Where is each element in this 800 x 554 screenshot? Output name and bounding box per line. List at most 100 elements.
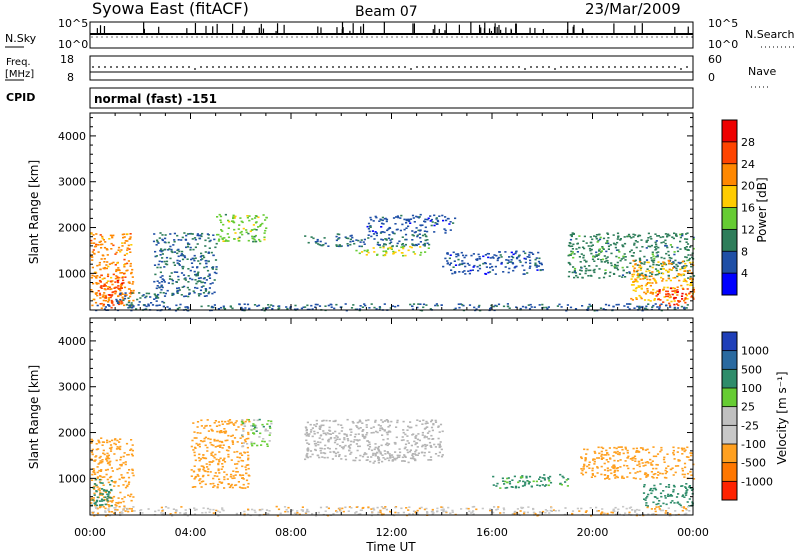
heatmap-cell xyxy=(200,286,203,288)
freq-point xyxy=(590,66,592,68)
heatmap-cell xyxy=(513,511,516,514)
heatmap-cell xyxy=(338,454,341,456)
heatmap-cell xyxy=(217,233,220,236)
heatmap-cell xyxy=(605,260,608,262)
heatmap-cell xyxy=(503,508,506,511)
heatmap-cell xyxy=(310,236,313,238)
heatmap-cell xyxy=(337,451,340,454)
heatmap-cell xyxy=(220,482,223,484)
heatmap-cell xyxy=(631,509,634,511)
heatmap-cell xyxy=(401,456,404,459)
heatmap-cell xyxy=(368,443,371,446)
heatmap-cell xyxy=(514,485,518,488)
heatmap-cell xyxy=(626,452,629,454)
heatmap-cell xyxy=(141,512,144,514)
heatmap-cell xyxy=(131,283,134,285)
heatmap-cell xyxy=(634,234,637,236)
freq-point xyxy=(584,66,586,68)
freq-point xyxy=(242,66,244,68)
heatmap-cell xyxy=(241,465,244,468)
heatmap-cell xyxy=(101,459,104,461)
heatmap-cell xyxy=(621,266,624,269)
heatmap-cell xyxy=(440,455,444,458)
heatmap-cell xyxy=(311,435,314,438)
heatmap-cell xyxy=(396,421,399,424)
heatmap-cell xyxy=(267,512,270,515)
heatmap-cell xyxy=(488,271,492,273)
heatmap-cell xyxy=(305,429,308,432)
heatmap-cell xyxy=(412,217,415,219)
heatmap-cell xyxy=(449,221,452,223)
heatmap-cell xyxy=(650,275,653,277)
heatmap-cell xyxy=(506,305,509,308)
heatmap-cell xyxy=(90,233,93,235)
heatmap-cell xyxy=(636,264,639,266)
heatmap-cell xyxy=(619,259,622,262)
nsearch-dot xyxy=(556,36,558,38)
heatmap-cell xyxy=(114,264,117,266)
heatmap-cell xyxy=(93,275,96,278)
heatmap-cell xyxy=(593,256,596,258)
heatmap-cell xyxy=(615,249,619,251)
heatmap-cell xyxy=(232,470,235,472)
heatmap-cell xyxy=(534,264,537,266)
heatmap-cell xyxy=(110,480,113,482)
heatmap-cell xyxy=(446,260,449,262)
heatmap-cell xyxy=(635,270,639,273)
nsearch-dot xyxy=(466,36,468,38)
heatmap-cell xyxy=(423,436,426,439)
heatmap-cell xyxy=(611,466,614,468)
heatmap-cell xyxy=(138,301,141,303)
heatmap-cell xyxy=(525,475,528,478)
nsearch-dot xyxy=(346,36,348,38)
heatmap-cell xyxy=(204,511,207,514)
heatmap-cell xyxy=(170,250,173,253)
heatmap-cell xyxy=(592,459,595,461)
heatmap-cell xyxy=(440,448,443,451)
freq-panel-frame xyxy=(89,55,694,81)
heatmap-cell xyxy=(202,292,206,294)
heatmap-cell xyxy=(656,290,659,292)
heatmap-cell xyxy=(580,472,583,474)
heatmap-cell xyxy=(131,292,134,294)
heatmap-cell xyxy=(545,306,548,309)
heatmap-cell xyxy=(195,273,198,276)
heatmap-cell xyxy=(580,456,583,458)
heatmap-cell xyxy=(603,261,606,263)
heatmap-cell xyxy=(180,294,183,296)
heatmap-cell xyxy=(650,257,653,259)
heatmap-cell xyxy=(198,294,201,297)
heatmap-cell xyxy=(609,458,612,460)
heatmap-cell xyxy=(196,234,199,237)
heatmap-cell xyxy=(684,266,687,268)
heatmap-cell xyxy=(667,259,670,262)
heatmap-cell xyxy=(652,501,655,504)
freq-point xyxy=(614,66,616,68)
heatmap-cell xyxy=(322,244,325,246)
heatmap-cell xyxy=(435,303,438,305)
heatmap-cell xyxy=(528,308,532,310)
heatmap-cell xyxy=(210,306,213,309)
heatmap-cell xyxy=(215,272,218,275)
freq-point xyxy=(176,66,178,68)
heatmap-cell xyxy=(259,225,262,227)
heatmap-cell xyxy=(560,483,563,486)
heatmap-cell xyxy=(386,457,389,459)
heatmap-cell xyxy=(413,231,416,234)
heatmap-cell xyxy=(429,220,432,222)
heatmap-cell xyxy=(167,282,170,284)
heatmap-cell xyxy=(581,277,584,279)
heatmap-cell xyxy=(602,457,605,459)
heatmap-cell xyxy=(173,251,176,253)
heatmap-cell xyxy=(197,280,200,282)
heatmap-cell xyxy=(240,306,243,309)
nsearch-dot xyxy=(576,36,578,38)
heatmap-cell xyxy=(662,502,665,505)
heatmap-cell xyxy=(283,506,287,508)
heatmap-cell xyxy=(681,233,684,235)
heatmap-cell xyxy=(415,227,418,229)
heatmap-cell xyxy=(392,232,395,234)
heatmap-cell xyxy=(241,434,244,436)
velocity-panel-frame xyxy=(89,317,694,516)
heatmap-cell xyxy=(230,483,233,486)
